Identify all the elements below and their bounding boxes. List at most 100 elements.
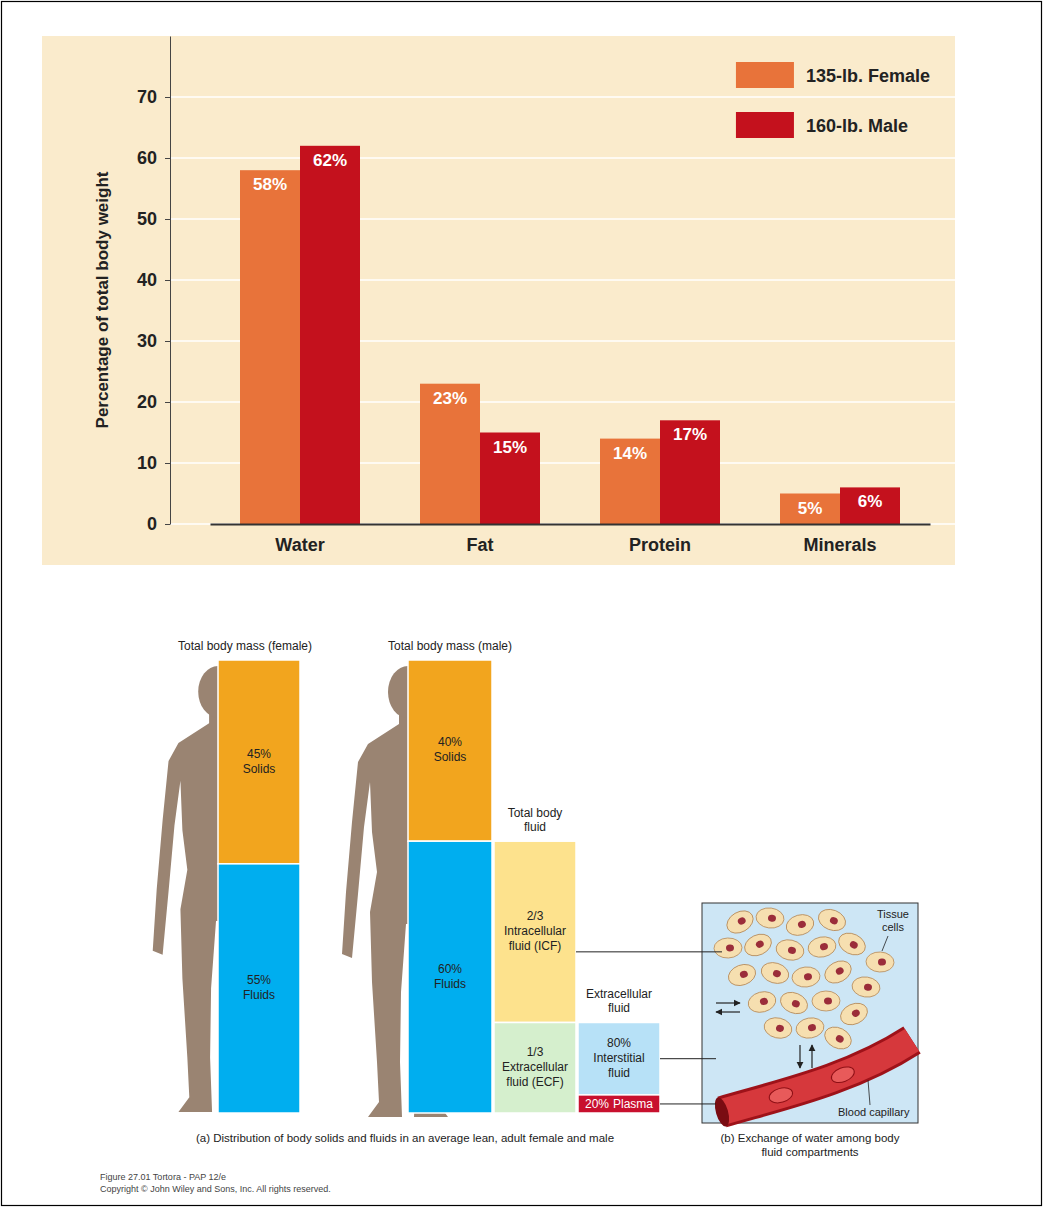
cell <box>794 1016 825 1041</box>
bar <box>600 439 660 524</box>
y-tick: 10 <box>137 453 170 473</box>
bars <box>240 146 900 524</box>
y-tick-mark <box>165 524 170 525</box>
y-tick-mark <box>165 280 170 281</box>
text-line: cells <box>882 921 905 933</box>
x-axis: WaterFatProteinMinerals <box>211 524 931 555</box>
text-line: fluid <box>608 1066 630 1080</box>
text-line: Fluids <box>243 988 275 1002</box>
cell <box>791 966 821 989</box>
exchange-arrow <box>811 1045 812 1068</box>
y-tick-label: 0 <box>147 514 157 534</box>
y-tick-label: 70 <box>137 87 157 107</box>
capillary-lumen <box>722 1040 912 1112</box>
cell-body <box>835 929 869 959</box>
footer-text: Copyright © John Wiley and Sons, Inc. Al… <box>100 1184 331 1194</box>
segment-name: Fluids <box>434 977 466 991</box>
chart-background <box>42 36 955 565</box>
segment-value: 55% <box>247 973 271 987</box>
segment-name: Interstitialfluid <box>593 1051 644 1080</box>
figure-canvas: 58%23%14%5%62%15%17%6%010203040506070Wat… <box>0 0 1043 1207</box>
text-line: fluid <box>524 820 546 834</box>
cell-nucleus <box>726 944 734 951</box>
segment-name: Extracellularfluid (ECF) <box>502 1060 568 1089</box>
y-tick-mark <box>165 97 170 98</box>
cell-body <box>759 959 792 986</box>
data-label: 23% <box>433 389 467 408</box>
bar <box>300 146 360 524</box>
cell-body <box>777 988 810 1017</box>
footer-text: Figure 27.01 Tortora - PAP 12/e <box>100 1172 226 1182</box>
text-line: fluid (ICF) <box>509 939 562 953</box>
cell-body <box>723 906 757 937</box>
cell <box>851 975 882 999</box>
x-tick: Protein <box>629 524 691 555</box>
text-line: Total body mass (female) <box>178 639 312 653</box>
panel-label: Blood capillary <box>838 1106 910 1118</box>
text-line: Fluids <box>434 977 466 991</box>
cell-body <box>851 975 882 999</box>
cell-nucleus <box>864 983 873 991</box>
tissue-cells <box>714 906 895 1054</box>
caption: (b) Exchange of water among bodyfluid co… <box>721 1132 900 1158</box>
y-tick-mark <box>165 341 170 342</box>
cell-nucleus <box>772 969 782 978</box>
segment-value: 80% <box>607 1036 631 1050</box>
text-line: Solids <box>434 750 467 764</box>
red-blood-cell <box>767 1085 794 1105</box>
bar-chart: 58%23%14%5%62%15%17%6%010203040506070Wat… <box>42 36 955 565</box>
text-line: fluid <box>608 1001 630 1015</box>
y-tick-mark <box>165 402 170 403</box>
text-line: Extracellular <box>502 1060 568 1074</box>
segment <box>218 864 300 1113</box>
segment-name: Solids <box>243 762 276 776</box>
text-line: Total body mass (male) <box>388 639 512 653</box>
segment-name: Solids <box>434 750 467 764</box>
grid-line <box>170 96 955 97</box>
cell-body <box>755 906 785 929</box>
bar <box>840 487 900 524</box>
x-tick-label: Protein <box>629 535 691 555</box>
x-axis-line <box>211 524 931 526</box>
cell-body <box>725 961 758 989</box>
cell <box>821 956 855 987</box>
segment <box>218 660 300 864</box>
cell-body <box>741 930 775 960</box>
cell <box>741 930 775 960</box>
cell-nucleus <box>878 958 886 965</box>
y-tick-mark <box>165 158 170 159</box>
data-label: 62% <box>313 151 347 170</box>
cell <box>815 906 848 935</box>
bar <box>660 420 720 524</box>
cell <box>806 935 837 960</box>
cell <box>812 991 840 1011</box>
cell-body <box>774 937 806 962</box>
cell-nucleus <box>791 999 801 1008</box>
cell-nucleus <box>835 1034 845 1044</box>
text-line: fluid (ECF) <box>506 1075 563 1089</box>
stack-column: 2/3Intracellularfluid (ICF)1/3Extracellu… <box>494 841 576 1113</box>
exchange-arrow <box>716 1002 740 1003</box>
data-label: 17% <box>673 425 707 444</box>
y-tick-label: 30 <box>137 331 157 351</box>
cell <box>714 938 743 959</box>
bar <box>480 433 540 525</box>
cell-nucleus <box>775 1024 784 1033</box>
cell-nucleus <box>849 940 859 950</box>
y-axis: 010203040506070 <box>137 37 171 535</box>
cell-nucleus <box>797 920 807 929</box>
stack-column: 45%Solids55%Fluids <box>218 660 300 1113</box>
cell-nucleus <box>768 914 777 922</box>
data-label: 14% <box>613 444 647 463</box>
x-tick: Minerals <box>803 524 876 555</box>
segment <box>494 841 576 1022</box>
cell <box>723 906 757 937</box>
exchange-panel: TissuecellsBlood capillary <box>702 903 918 1128</box>
cell-body <box>762 1015 794 1041</box>
cell <box>837 999 871 1029</box>
y-tick-label: 10 <box>137 453 157 473</box>
cell-body <box>865 951 894 972</box>
y-tick-label: 60 <box>137 148 157 168</box>
cell-nucleus <box>737 916 747 926</box>
panel-frame <box>702 903 918 1123</box>
